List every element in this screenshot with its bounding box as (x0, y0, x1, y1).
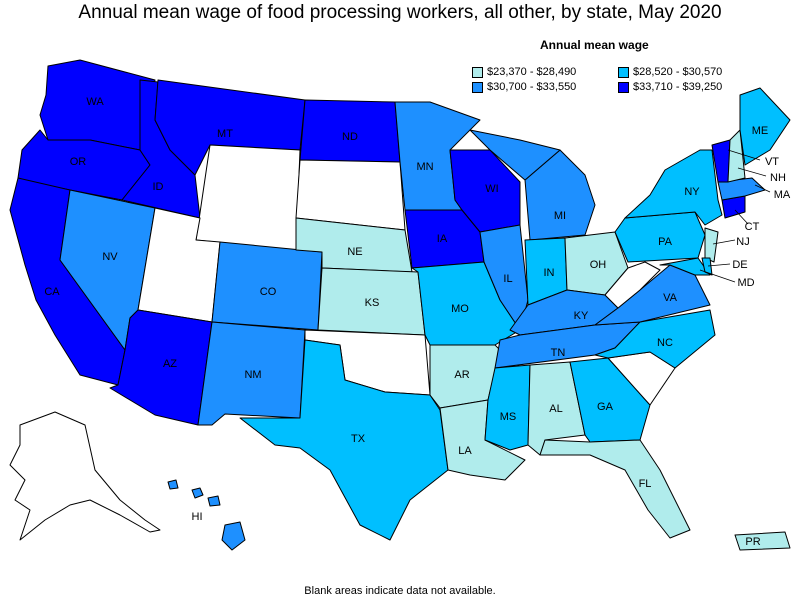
state-MA[interactable] (717, 177, 766, 201)
legend-swatch-tier3 (472, 81, 483, 93)
state-HI-maui[interactable] (207, 495, 221, 507)
label-MT: MT (217, 128, 233, 140)
legend-label-tier2: $28,520 - $30,570 (633, 66, 723, 78)
state-MD[interactable] (659, 257, 711, 276)
label-NJ: NJ (736, 236, 749, 248)
label-AR: AR (454, 369, 469, 381)
label-ND: ND (342, 131, 358, 143)
state-TX[interactable] (239, 339, 449, 541)
state-PR[interactable] (734, 531, 791, 551)
legend-label-tier3: $30,700 - $33,550 (487, 81, 577, 93)
state-HI-big[interactable] (221, 521, 246, 551)
state-VA[interactable] (594, 264, 711, 326)
label-TX: TX (351, 433, 366, 445)
label-TN: TN (551, 347, 566, 359)
leader-line-vt (727, 149, 761, 161)
label-KY: KY (574, 310, 589, 322)
state-FL[interactable] (539, 439, 691, 539)
label-OR: OR (70, 156, 87, 168)
label-ID: ID (153, 181, 164, 193)
legend-swatch-tier1 (472, 66, 483, 78)
state-NY[interactable] (624, 149, 723, 226)
legend-item-tier1: $23,370 - $28,490 (472, 66, 576, 78)
label-MD: MD (737, 277, 754, 289)
label-WI: WI (485, 183, 498, 195)
label-DE: DE (732, 259, 747, 271)
state-MI-upper[interactable] (469, 129, 561, 181)
legend-item-tier3: $30,700 - $33,550 (472, 81, 576, 93)
label-NE: NE (347, 246, 362, 258)
label-LA: LA (458, 445, 472, 457)
legend-item-tier4: $33,710 - $39,250 (618, 81, 722, 93)
state-HI-oahu[interactable] (191, 487, 204, 499)
label-IA: IA (437, 233, 448, 245)
label-HI: HI (192, 511, 203, 523)
label-CO: CO (260, 286, 277, 298)
label-PR: PR (745, 536, 760, 548)
map-title: Annual mean wage of food processing work… (78, 2, 722, 23)
legend-swatch-tier2 (618, 66, 629, 78)
label-PA: PA (658, 236, 673, 248)
leader-line-nh (737, 167, 767, 177)
label-MS: MS (500, 411, 517, 423)
label-NV: NV (102, 251, 118, 263)
label-GA: GA (597, 401, 614, 413)
legend-swatch-tier4 (618, 81, 629, 93)
legend-label-tier4: $33,710 - $39,250 (633, 81, 723, 93)
label-NC: NC (657, 337, 673, 349)
legend-item-tier2: $28,520 - $30,570 (618, 66, 722, 78)
label-CA: CA (44, 286, 60, 298)
label-FL: FL (639, 478, 652, 490)
label-NM: NM (244, 369, 261, 381)
state-ME[interactable] (739, 87, 791, 166)
state-WV[interactable] (604, 261, 661, 309)
label-VT: VT (765, 156, 779, 168)
leader-line-de (707, 263, 731, 267)
state-DE[interactable] (701, 257, 713, 276)
label-IL: IL (503, 273, 512, 285)
state-WY[interactable] (195, 144, 301, 251)
leader-line-nj (712, 239, 736, 245)
leader-line-ct (734, 209, 749, 225)
label-MN: MN (416, 161, 433, 173)
label-MA: MA (774, 189, 791, 201)
label-KS: KS (365, 297, 380, 309)
label-NH: NH (770, 172, 786, 184)
state-AK[interactable] (9, 411, 161, 541)
legend-label-tier1: $23,370 - $28,490 (487, 66, 577, 78)
label-IN: IN (544, 267, 555, 279)
state-NC[interactable] (594, 309, 716, 369)
label-AZ: AZ (163, 358, 177, 370)
state-HI-kauai[interactable] (167, 479, 179, 490)
label-OH: OH (590, 259, 607, 271)
label-AL: AL (549, 403, 562, 415)
label-ME: ME (752, 125, 769, 137)
legend-title: Annual mean wage (540, 38, 649, 52)
label-CT: CT (745, 221, 760, 233)
label-MI: MI (554, 210, 566, 222)
leader-line-ma (754, 184, 771, 193)
label-MO: MO (451, 303, 469, 315)
label-VA: VA (663, 292, 678, 304)
label-WA: WA (86, 96, 104, 108)
label-NY: NY (684, 186, 700, 198)
footnote-blank-areas: Blank areas indicate data not available. (304, 585, 496, 597)
state-NJ[interactable] (704, 227, 719, 263)
leader-line-md (699, 269, 736, 283)
